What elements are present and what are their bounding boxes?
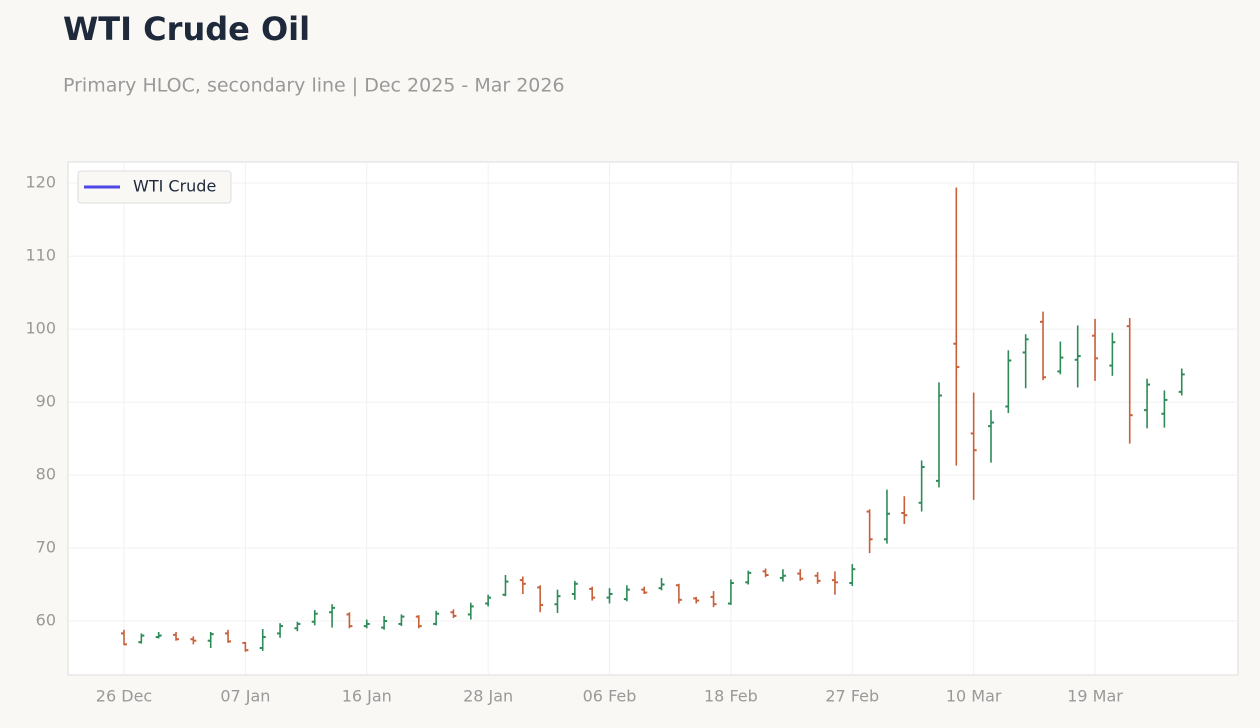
x-tick-label: 26 Dec [96,687,152,706]
x-tick-label: 18 Feb [704,687,758,706]
plot-area [67,161,1239,676]
chart-subtitle: Primary HLOC, secondary line | Dec 2025 … [63,75,565,97]
x-tick-label: 19 Mar [1067,687,1123,706]
x-tick-label: 16 Jan [342,687,392,706]
y-tick-label: 100 [25,319,56,338]
y-tick-label: 60 [36,611,56,630]
y-tick-label: 120 [25,173,56,192]
y-tick-label: 90 [36,392,56,411]
x-tick-label: 06 Feb [583,687,637,706]
legend: WTI Crude [77,170,232,204]
legend-box [77,170,232,204]
y-tick-label: 70 [36,538,56,557]
y-tick-label: 80 [36,465,56,484]
x-tick-label: 27 Feb [825,687,879,706]
x-tick-label: 28 Jan [463,687,513,706]
x-tick-label: 10 Mar [946,687,1002,706]
chart-title: WTI Crude Oil [63,10,310,48]
y-tick-label: 110 [25,246,56,265]
x-tick-label: 07 Jan [220,687,270,706]
legend-label: WTI Crude [133,177,216,196]
